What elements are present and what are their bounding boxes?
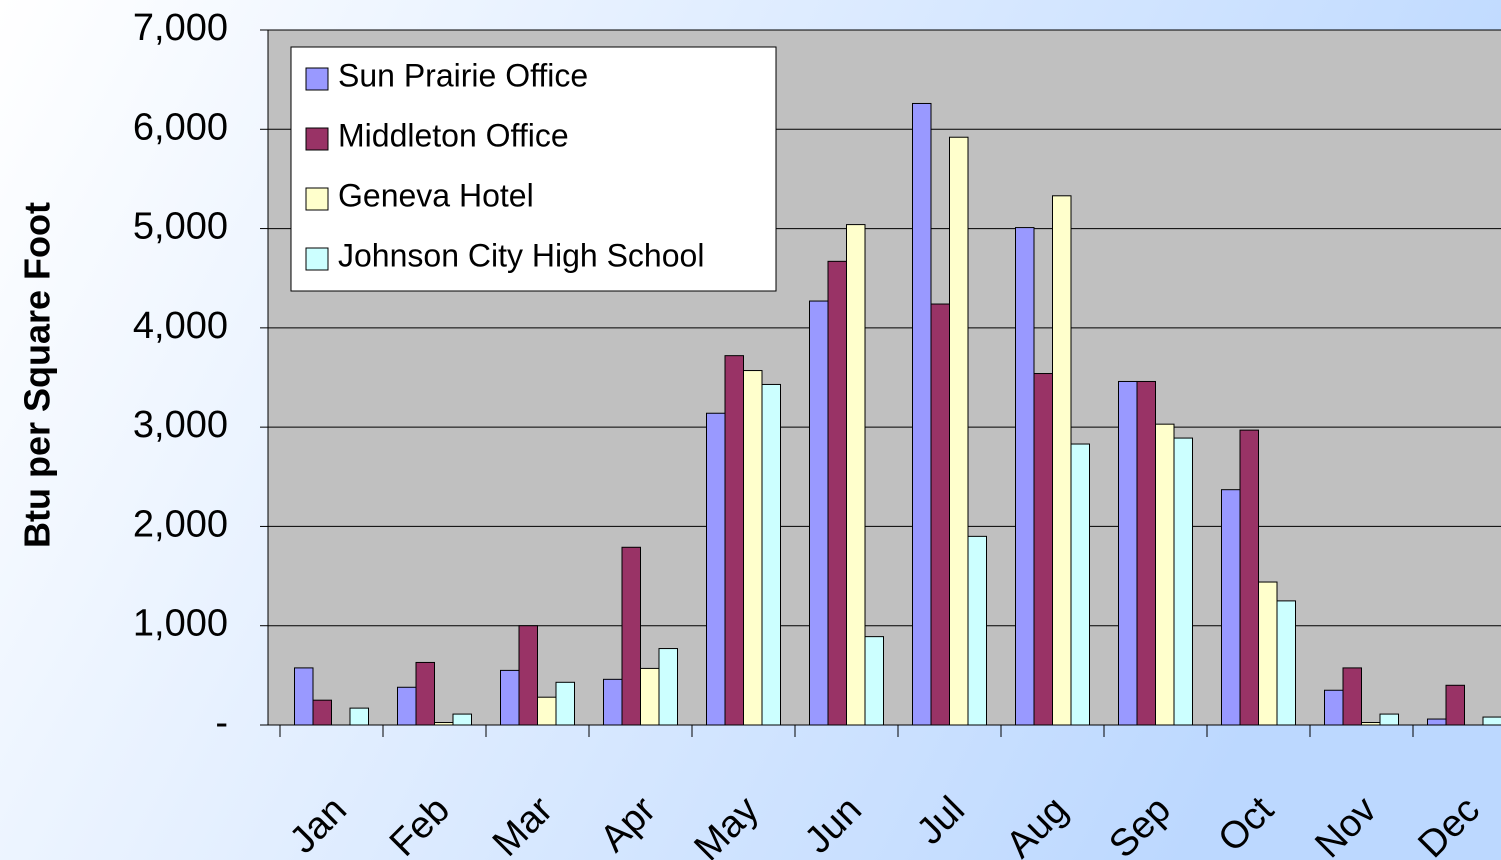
bar: [761, 383, 781, 726]
y-tick-label: 4,000: [133, 305, 228, 347]
bar: [1427, 718, 1447, 726]
y-tick-label: 6,000: [133, 106, 228, 148]
bar: [658, 648, 678, 726]
legend-swatch: [305, 247, 329, 271]
bar: [864, 636, 884, 726]
legend-label: Sun Prairie Office: [338, 57, 588, 93]
bar: [518, 625, 538, 726]
y-tick-label: 5,000: [133, 206, 228, 248]
bar: [827, 260, 847, 726]
legend-label: Geneva Hotel: [338, 177, 534, 213]
bar: [1379, 713, 1399, 726]
bar: [724, 355, 744, 726]
bar: [555, 681, 575, 726]
bar: [1324, 689, 1344, 726]
legend-swatch: [305, 67, 329, 91]
bar: [640, 667, 660, 726]
bar: [706, 412, 726, 726]
bar: [1015, 227, 1035, 726]
y-tick-label: -: [215, 702, 228, 744]
bar: [809, 300, 829, 726]
bar: [1258, 581, 1278, 726]
bar: [603, 678, 623, 726]
bar: [1221, 489, 1241, 726]
bar: [1276, 600, 1296, 726]
bar: [1239, 429, 1259, 726]
bar: [312, 699, 332, 726]
y-tick-label: 2,000: [133, 503, 228, 545]
bar: [415, 661, 435, 726]
y-tick-label: 7,000: [133, 7, 228, 49]
y-axis-label: Btu per Square Foot: [17, 202, 58, 548]
bar: [1118, 380, 1138, 726]
bar: [452, 713, 472, 726]
bar: [1482, 716, 1501, 726]
bar: [537, 696, 557, 726]
y-tick-label: 3,000: [133, 404, 228, 446]
y-tick-label: 1,000: [133, 603, 228, 645]
bar: [1361, 722, 1381, 726]
bar: [1033, 373, 1053, 726]
bar: [1052, 195, 1072, 726]
legend: [290, 46, 777, 292]
bar: [349, 707, 369, 726]
bar: [397, 686, 417, 726]
bar: [846, 224, 866, 726]
bar: [1136, 380, 1156, 726]
bar: [1155, 423, 1175, 726]
bar: [967, 535, 987, 726]
bar: [1445, 684, 1465, 726]
bar: [1342, 667, 1362, 726]
bar: [949, 136, 969, 726]
bar: [930, 303, 950, 726]
legend-label: Johnson City High School: [338, 237, 704, 273]
legend-swatch: [305, 127, 329, 151]
bar: [294, 667, 314, 726]
bar: [621, 546, 641, 726]
bar: [1070, 443, 1090, 726]
bar: [743, 370, 763, 726]
bar: [1173, 437, 1193, 726]
legend-label: Middleton Office: [338, 117, 569, 153]
bar: [912, 102, 932, 726]
bar: [500, 669, 520, 726]
bar: [434, 722, 454, 726]
legend-swatch: [305, 187, 329, 211]
